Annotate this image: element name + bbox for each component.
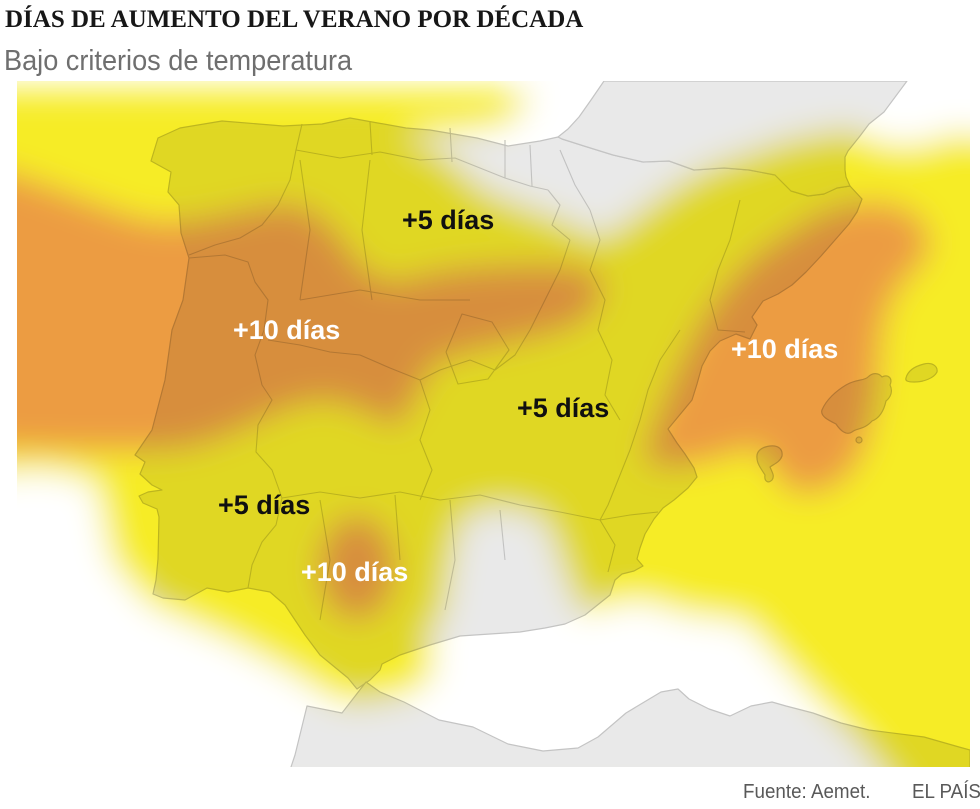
svg-text:+10 días: +10 días <box>233 315 340 345</box>
svg-text:+10 días: +10 días <box>301 557 408 587</box>
svg-text:+5 días: +5 días <box>218 490 310 520</box>
svg-text:+5 días: +5 días <box>402 205 494 235</box>
svg-text:+5 días: +5 días <box>517 393 609 423</box>
svg-text:+10 días: +10 días <box>731 334 838 364</box>
